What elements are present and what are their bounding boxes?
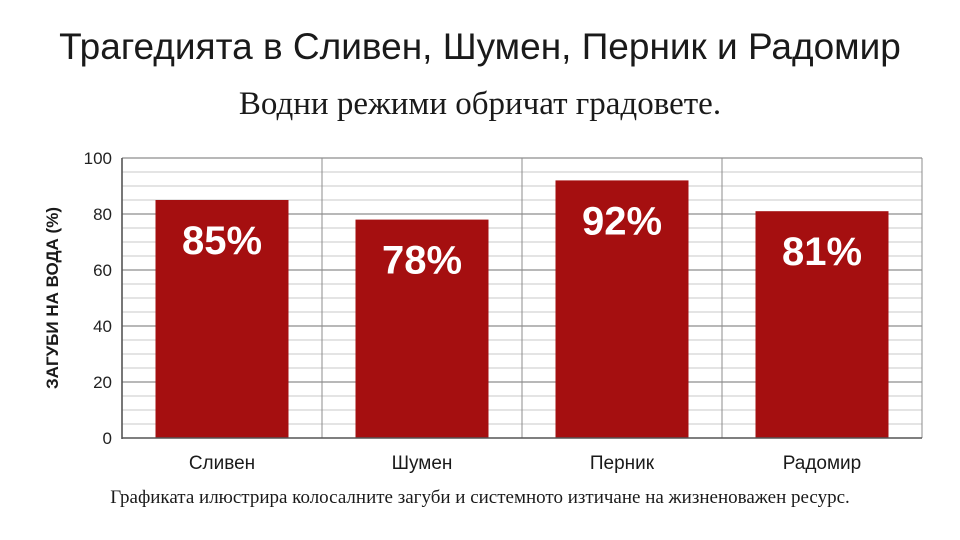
y-tick-label: 20 <box>93 373 112 392</box>
bar-data-label: 85% <box>182 219 262 263</box>
bar-data-label: 81% <box>782 230 862 274</box>
x-category-label: Сливен <box>189 453 255 474</box>
y-tick-label: 60 <box>93 261 112 280</box>
chart-subtitle: Водни режими обричат градовете. <box>238 86 722 122</box>
bar-2 <box>355 219 489 438</box>
y-tick-label: 0 <box>103 429 112 448</box>
bar-4 <box>755 211 889 438</box>
y-axis-label: ЗАГУБИ НА ВОДА (%) <box>43 207 62 389</box>
bar-3 <box>555 180 689 438</box>
y-tick-label: 80 <box>93 205 112 224</box>
bars-layer: 85% 78% 92% 81% <box>155 180 889 438</box>
x-category-label: Радомир <box>783 453 862 474</box>
bar-data-label: 92% <box>582 199 662 243</box>
y-tick-label: 100 <box>84 149 112 168</box>
chart-caption: Графиката илюстрира колосалните загуби и… <box>110 487 850 508</box>
bar-1 <box>155 200 289 438</box>
chart-title: Трагедията в Сливен, Шумен, Перник и Рад… <box>59 26 901 67</box>
axis-layer: 0 20 40 60 80 100 Сливен Шумен Перник Радомир <box>84 149 922 474</box>
x-category-label: Шумен <box>392 453 453 474</box>
x-category-label: Перник <box>590 453 655 474</box>
y-tick-label: 40 <box>93 317 112 336</box>
bar-data-label: 78% <box>382 239 462 283</box>
